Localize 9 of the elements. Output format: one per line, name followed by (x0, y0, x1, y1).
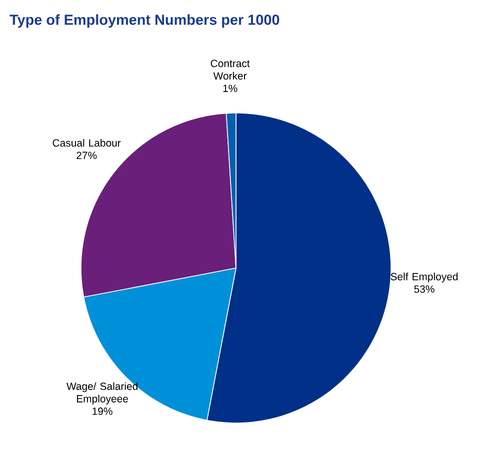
data-label: 53% (414, 285, 434, 293)
chart-title: Type of Employment Numbers per 1000 (10, 14, 280, 28)
slice-label: Wage/ Salaried Employeee (66, 382, 138, 405)
slice-label: Contract Worker (210, 60, 250, 80)
slice-label: Casual Labour (52, 138, 121, 147)
slice-label: Self Employed (390, 272, 458, 282)
data-label: 19% (92, 408, 112, 415)
data-label: 1% (223, 84, 238, 92)
data-label: 27% (76, 152, 97, 160)
